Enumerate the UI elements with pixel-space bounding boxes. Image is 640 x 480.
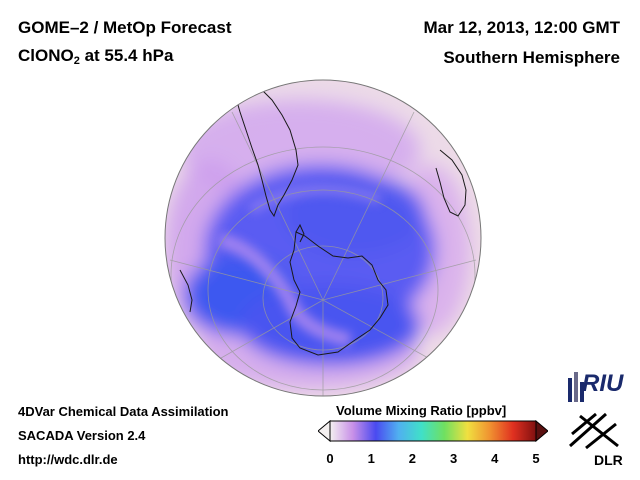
forecast-date: Mar 12, 2013, 12:00 GMT: [423, 18, 620, 37]
footer-line-1: 4DVar Chemical Data Assimilation: [18, 404, 229, 419]
colorbar-high-arrow: [535, 420, 548, 442]
coastlines: [179, 89, 467, 356]
riu-logo-icon: [568, 372, 584, 402]
colorbar-title: Volume Mixing Ratio [ppbv]: [336, 403, 507, 418]
colorbar-gradient: [329, 420, 537, 442]
colorbar-tick-label: 0: [326, 451, 334, 466]
colorbar-low-arrow: [318, 420, 331, 442]
dlr-logo-text: DLR: [594, 452, 623, 468]
dlr-logo-icon: [569, 412, 619, 450]
colorbar-tick-label: 3: [449, 451, 458, 466]
map-title: GOME–2 / MetOp Forecast: [18, 18, 232, 37]
region-label: Southern Hemisphere: [443, 48, 620, 67]
colorbar-tick-label: 5: [532, 451, 540, 466]
footer-link[interactable]: http://wdc.dlr.de: [18, 452, 118, 467]
riu-logo-text: RIU: [582, 370, 624, 397]
colorbar-tick-label: 4: [491, 451, 499, 466]
footer-line-2: SACADA Version 2.4: [18, 428, 146, 443]
colorbar: [318, 420, 548, 442]
species-label: ClONO2 at 55.4 hPa: [18, 46, 174, 67]
colorbar-tick-label: 2: [408, 451, 416, 466]
graticule: [169, 111, 477, 396]
globe-map: [164, 79, 482, 397]
colorbar-tick-label: 1: [367, 451, 375, 466]
globe-outline: [164, 79, 482, 397]
